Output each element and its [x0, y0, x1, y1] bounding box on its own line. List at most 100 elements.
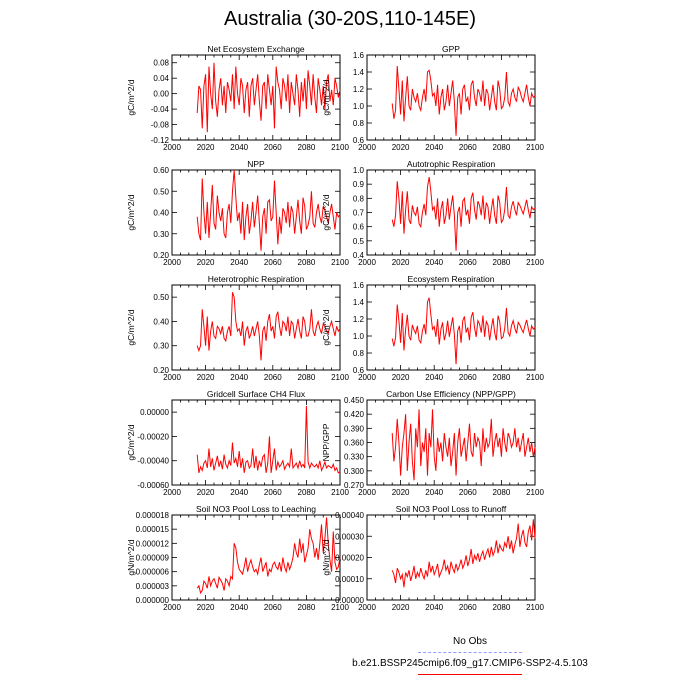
- plot-frame: [366, 514, 536, 601]
- x-tick-label: 2040: [230, 258, 248, 267]
- chart-panel-6: Gridcell Surface CH4 Flux gC/m^2/d 2000 202…: [126, 389, 349, 497]
- y-axis-label: gC/m^2/d: [321, 309, 331, 345]
- x-tick-label: 2000: [163, 488, 181, 497]
- x-tick-label: 2100: [526, 143, 544, 152]
- x-tick-label: 2060: [264, 373, 282, 382]
- x-tick-label: 2060: [459, 373, 477, 382]
- y-tick-label: 0.8: [353, 194, 365, 203]
- x-tick-label: 2060: [459, 488, 477, 497]
- x-tick-label: 2040: [425, 258, 443, 267]
- y-tick-label: 0.6: [353, 366, 365, 375]
- series-line: [196, 406, 341, 474]
- x-tick-label: 2000: [358, 488, 376, 497]
- x-tick-label: 2020: [197, 603, 215, 612]
- y-tick-label: -0.00060: [137, 481, 169, 490]
- y-tick-label: -0.00020: [137, 432, 169, 441]
- x-tick-label: 2040: [425, 143, 443, 152]
- figure-title: Australia (30-20S,110-145E): [224, 8, 476, 30]
- x-tick-label: 2100: [331, 603, 349, 612]
- plot-frame: [171, 399, 341, 486]
- panel-title: Soil NO3 Pool Loss to Runoff: [396, 504, 507, 514]
- y-tick-label: 1.2: [353, 315, 365, 324]
- x-tick-label: 2100: [526, 488, 544, 497]
- x-tick-label: 2020: [392, 143, 410, 152]
- x-tick-label: 2080: [298, 488, 316, 497]
- x-tick-label: 2080: [298, 258, 316, 267]
- y-axis-label: gC/m^2/d: [321, 79, 331, 115]
- x-tick-label: 2040: [230, 603, 248, 612]
- y-tick-label: 0.330: [344, 453, 365, 462]
- x-tick-label: 2080: [493, 258, 511, 267]
- x-tick-label: 2040: [230, 373, 248, 382]
- y-tick-label: 0.000009: [136, 554, 170, 563]
- y-tick-label: 0.6: [353, 223, 365, 232]
- x-tick-label: 2060: [459, 258, 477, 267]
- x-tick-label: 2000: [163, 603, 181, 612]
- y-axis-label: gC/m^2/d: [321, 194, 331, 230]
- y-tick-label: 0.270: [344, 481, 365, 490]
- x-tick-label: 2080: [298, 373, 316, 382]
- legend-obs-line: [418, 652, 522, 653]
- panel-title: NPP: [247, 159, 265, 169]
- x-tick-label: 2020: [392, 373, 410, 382]
- x-tick-label: 2100: [526, 603, 544, 612]
- series-line: [391, 409, 536, 481]
- y-tick-label: 0.40: [153, 209, 169, 218]
- series-line: [196, 517, 341, 595]
- y-tick-label: 0.7: [353, 209, 365, 218]
- x-tick-label: 2020: [197, 488, 215, 497]
- y-axis-label: gC/m^2/d: [126, 194, 136, 230]
- y-tick-label: 0.360: [344, 439, 365, 448]
- x-tick-label: 2020: [392, 603, 410, 612]
- y-tick-label: 0.40: [153, 317, 169, 326]
- y-tick-label: 0.30: [153, 230, 169, 239]
- x-tick-label: 2060: [264, 488, 282, 497]
- y-tick-label: 0.000018: [136, 511, 170, 520]
- y-axis-label: NPP/GPP: [321, 423, 331, 461]
- series-line: [391, 519, 536, 588]
- y-tick-label: 1.4: [353, 298, 365, 307]
- y-tick-label: 0.00040: [335, 511, 364, 520]
- y-tick-label: 0.30: [153, 342, 169, 351]
- y-axis-label: gN/m^2/d: [321, 539, 331, 575]
- x-tick-label: 2100: [331, 258, 349, 267]
- y-tick-label: 0.450: [344, 396, 365, 405]
- x-tick-label: 2000: [358, 603, 376, 612]
- chart-panel-7: Carbon Use Efficiency (NPP/GPP) NPP/GPP 20…: [321, 389, 544, 497]
- y-tick-label: 1.0: [353, 332, 365, 341]
- plot-frame: [366, 169, 536, 256]
- legend-model-label: b.e21.BSSP245cmip6.f09_g17.CMIP6-SSP2-4.…: [352, 658, 588, 669]
- chart-panel-3: Autotrophic Respiration gC/m^2/d 2000 2020 2…: [321, 159, 544, 267]
- y-tick-label: 1.0: [353, 102, 365, 111]
- legend: No Obs b.e21.BSSP245cmip6.f09_g17.CMIP6-…: [300, 636, 640, 686]
- series-line: [196, 62, 341, 133]
- x-tick-label: 2060: [264, 258, 282, 267]
- y-tick-label: -0.12: [151, 136, 170, 145]
- y-tick-label: 0.00000: [140, 408, 169, 417]
- series-line: [391, 297, 536, 365]
- x-tick-label: 2020: [392, 258, 410, 267]
- panel-title: Soil NO3 Pool Loss to Leaching: [196, 504, 316, 514]
- panel-title: Carbon Use Efficiency (NPP/GPP): [386, 389, 516, 399]
- y-tick-label: 0.000000: [136, 596, 170, 605]
- x-tick-label: 2080: [493, 488, 511, 497]
- x-tick-label: 2020: [197, 373, 215, 382]
- y-tick-label: 0.000012: [136, 539, 170, 548]
- series-line: [391, 66, 536, 136]
- y-tick-label: 0.04: [153, 74, 169, 83]
- x-tick-label: 2000: [358, 373, 376, 382]
- y-tick-label: 0.390: [344, 424, 365, 433]
- y-tick-label: 0.000003: [136, 582, 170, 591]
- x-tick-label: 2020: [197, 258, 215, 267]
- y-tick-label: 0.8: [353, 349, 365, 358]
- legend-model-line: [418, 674, 522, 675]
- x-tick-label: 2060: [264, 603, 282, 612]
- panel-title: Heterotrophic Respiration: [208, 274, 305, 284]
- y-tick-label: -0.04: [151, 105, 170, 114]
- x-tick-label: 2040: [230, 143, 248, 152]
- y-tick-label: 0.20: [153, 251, 169, 260]
- y-tick-label: -0.08: [151, 121, 170, 130]
- y-tick-label: 0.6: [353, 136, 365, 145]
- legend-obs-label: No Obs: [453, 636, 487, 647]
